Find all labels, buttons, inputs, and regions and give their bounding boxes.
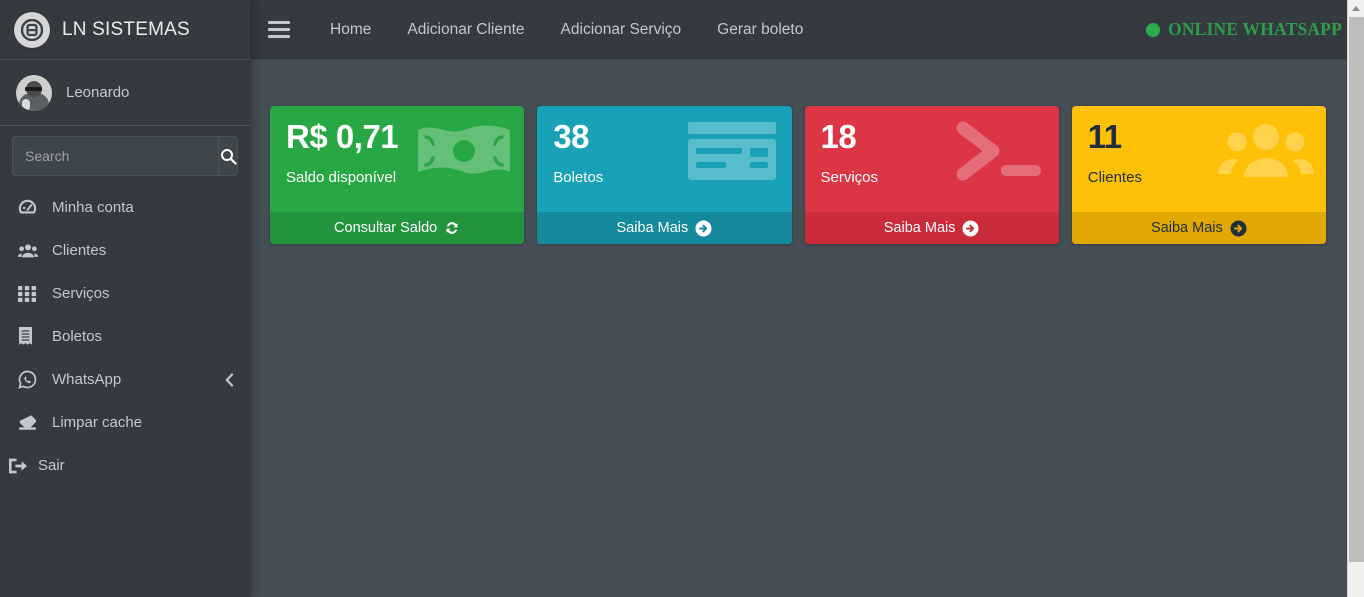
sidebar-item-limpar-cache[interactable]: Limpar cache: [8, 401, 242, 444]
sidebar: LN SISTEMAS Leonardo: [0, 0, 250, 597]
card-label: Boletos: [553, 168, 604, 186]
card-footer-label: Consultar Saldo: [334, 220, 438, 236]
sidebar-item-whatsapp[interactable]: WhatsApp: [8, 358, 242, 401]
card-footer-label: Saiba Mais: [616, 220, 689, 236]
sidebar-item-sair[interactable]: Sair: [8, 444, 242, 487]
scrollbar-track[interactable]: [1348, 17, 1364, 597]
navbar-link-adicionar-cliente[interactable]: Adicionar Cliente: [407, 20, 525, 38]
sidebar-item-label: Limpar cache: [52, 414, 143, 431]
sign-out-icon: [8, 457, 32, 475]
status-badge: ONLINE WHATSAPP: [1168, 19, 1342, 39]
card-boletos: 38 Boletos: [537, 106, 792, 244]
card-body: 18 Serviços: [805, 106, 1059, 212]
stat-cards-row: R$ 0,71 Saldo disponível Consultar Saldo: [270, 106, 1326, 244]
sidebar-item-minha-conta[interactable]: Minha conta: [8, 186, 242, 229]
avatar: [16, 74, 52, 111]
sidebar-item-clientes[interactable]: Clientes: [8, 229, 242, 272]
card-value: 11: [1087, 118, 1122, 155]
users-icon: [18, 242, 44, 260]
card-footer-link[interactable]: Consultar Saldo: [270, 212, 525, 244]
arrow-circle-right-icon: [1230, 220, 1247, 237]
sidebar-item-label: Serviços: [52, 285, 110, 302]
card-value: R$ 0,71: [286, 118, 399, 155]
card-servicos: 18 Serviços Saiba Mais: [804, 106, 1059, 244]
money-bill-icon: [416, 120, 512, 182]
sidebar-item-boletos[interactable]: Boletos: [8, 315, 242, 358]
navbar-link-adicionar-servico[interactable]: Adicionar Serviço: [560, 20, 682, 38]
card-clientes: 11 Clientes: [1071, 106, 1326, 244]
card-label: Saldo disponível: [286, 168, 397, 186]
sidebar-item-label: Sair: [38, 457, 65, 474]
sidebar-search: [0, 126, 250, 182]
users-group-icon: [1218, 120, 1314, 182]
top-navbar: Home Adicionar Cliente Adicionar Serviço…: [250, 0, 1364, 60]
page-scrollbar[interactable]: [1347, 0, 1364, 597]
sidebar-nav: Minha conta Clientes: [0, 182, 250, 487]
card-value: 18: [820, 118, 857, 155]
sidebar-item-label: Clientes: [52, 242, 107, 259]
brand-title: LN SISTEMAS: [62, 18, 190, 40]
card-saldo: R$ 0,71 Saldo disponível Consultar Saldo: [270, 106, 525, 244]
card-footer-link[interactable]: Saiba Mais: [804, 212, 1059, 244]
card-body: 38 Boletos: [537, 106, 791, 212]
user-panel[interactable]: Leonardo: [0, 60, 250, 126]
sidebar-item-label: Boletos: [52, 328, 103, 345]
search-input[interactable]: [12, 136, 218, 176]
sidebar-item-label: Minha conta: [52, 199, 134, 216]
content-column: Home Adicionar Cliente Adicionar Serviço…: [250, 0, 1364, 597]
brand-header[interactable]: LN SISTEMAS: [0, 0, 250, 60]
refresh-icon: [444, 220, 460, 236]
whatsapp-icon: [18, 370, 44, 389]
whatsapp-status: ONLINE WHATSAPP: [1146, 19, 1348, 40]
arrow-circle-right-icon: [695, 220, 712, 237]
chevron-left-icon[interactable]: [225, 372, 234, 387]
navbar-links: Home Adicionar Cliente Adicionar Serviço…: [312, 13, 821, 47]
scroll-up-arrow-icon[interactable]: [1348, 0, 1364, 17]
search-icon: [220, 148, 237, 165]
sidebar-item-servicos[interactable]: Serviços: [8, 272, 242, 315]
search-button[interactable]: [218, 136, 238, 176]
sidebar-item-label: WhatsApp: [52, 371, 122, 388]
navbar-link-gerar-boleto[interactable]: Gerar boleto: [717, 20, 804, 38]
card-value: 38: [553, 118, 589, 155]
card-label: Clientes: [1087, 168, 1142, 186]
terminal-icon: [951, 120, 1047, 182]
user-name: Leonardo: [66, 84, 130, 101]
eraser-icon: [18, 414, 44, 432]
hamburger-icon[interactable]: [268, 21, 290, 38]
card-body: 11 Clientes: [1072, 106, 1326, 212]
receipt-icon: [18, 327, 44, 346]
arrow-circle-right-icon: [962, 220, 979, 237]
card-body: R$ 0,71 Saldo disponível: [270, 106, 524, 212]
navbar-link-home[interactable]: Home: [330, 20, 372, 38]
card-footer-label: Saiba Mais: [883, 220, 956, 236]
card-footer-label: Saiba Mais: [1151, 220, 1223, 236]
circle-a-logo-icon: [14, 11, 50, 48]
tachometer-icon: [18, 198, 44, 217]
scrollbar-thumb[interactable]: [1349, 17, 1364, 562]
main-content: R$ 0,71 Saldo disponível Consultar Saldo: [250, 60, 1364, 597]
status-dot-icon: [1146, 22, 1161, 37]
card-footer-link[interactable]: Saiba Mais: [537, 212, 792, 244]
grid-icon: [18, 285, 44, 303]
card-label: Serviços: [820, 168, 879, 186]
card-footer-link[interactable]: Saiba Mais: [1071, 212, 1326, 244]
newspaper-icon: [684, 120, 780, 182]
